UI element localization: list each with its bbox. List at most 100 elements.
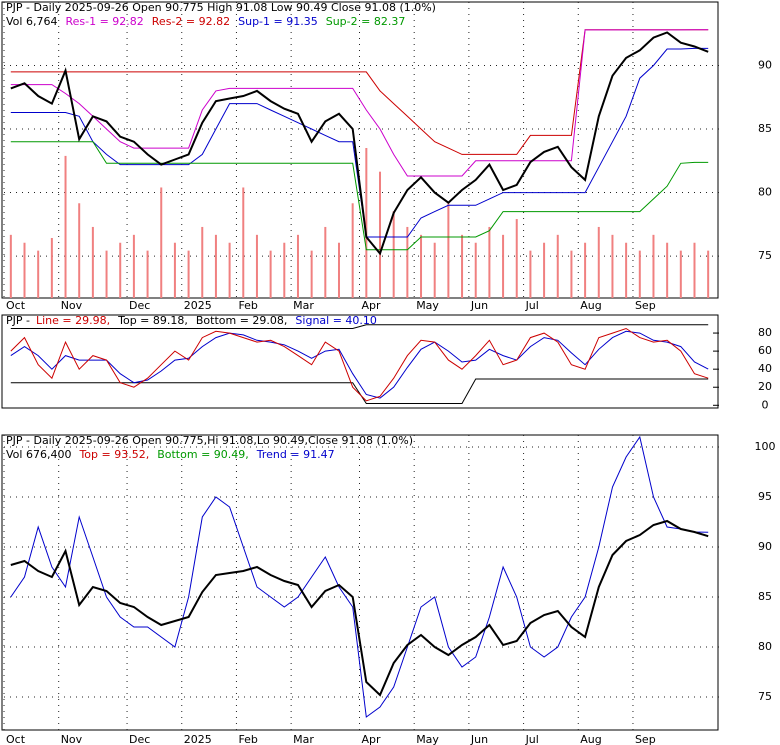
- series-line: [10, 519, 709, 697]
- series-line: [10, 141, 709, 251]
- series-line: [10, 435, 709, 718]
- x-tick-label: Nov: [61, 299, 83, 312]
- legend-entry: Vol 676,400: [6, 448, 71, 461]
- volume-bar: [214, 234, 217, 298]
- volume-bar: [337, 242, 340, 298]
- series-line: [10, 324, 709, 329]
- volume-bar: [228, 242, 231, 298]
- volume-bar: [529, 250, 532, 298]
- y-tick-label: 20: [758, 380, 772, 393]
- x-tick-label: Jul: [525, 733, 539, 745]
- x-tick-label: Dec: [129, 733, 150, 745]
- x-tick-label: Feb: [238, 299, 257, 312]
- x-tick-label: Jul: [525, 299, 539, 312]
- legend-entry: Res-1 = 92.82: [65, 15, 143, 28]
- volume-bar: [406, 226, 409, 298]
- volume-bar: [201, 226, 204, 298]
- y-tick-label: 75: [758, 690, 772, 703]
- legend-entry: Bottom = 29.08,: [196, 314, 288, 327]
- volume-bar: [146, 250, 149, 298]
- volume-bar: [597, 226, 600, 298]
- y-tick-label: 0: [762, 398, 769, 411]
- y-tick-label: 80: [758, 186, 772, 199]
- volume-bar: [515, 219, 518, 298]
- volume-bar: [9, 234, 12, 298]
- panel-title: PJP - Daily 2025-09-26 Open 90.775 High …: [6, 1, 436, 14]
- y-tick-label: 90: [758, 59, 772, 72]
- y-tick-label: 80: [758, 640, 772, 653]
- panel-frame: [1, 434, 719, 731]
- volume-bar: [474, 242, 477, 298]
- volume-bar: [365, 148, 368, 298]
- volume-bar: [556, 234, 559, 298]
- y-tick-label: 95: [758, 490, 772, 503]
- x-tick-label: Nov: [61, 733, 83, 745]
- volume-bar: [269, 250, 272, 298]
- series-line: [10, 378, 709, 404]
- x-tick-label: Jun: [470, 299, 488, 312]
- legend-entry: Line = 29.98,: [36, 314, 110, 327]
- panel-frame: [1, 1, 719, 299]
- x-tick-label: May: [416, 733, 439, 745]
- volume-bar: [296, 234, 299, 298]
- volume-bar: [23, 242, 26, 298]
- volume-bar: [488, 226, 491, 298]
- volume-bar: [160, 187, 163, 298]
- y-tick-label: 85: [758, 122, 772, 135]
- legend-entry: Vol 6,764: [6, 15, 57, 28]
- x-tick-label: Sep: [635, 299, 656, 312]
- series-line: [10, 330, 709, 399]
- y-tick-label: 85: [758, 590, 772, 603]
- x-tick-label: 2025: [184, 733, 212, 745]
- volume-bar: [173, 242, 176, 298]
- volume-bar: [652, 234, 655, 298]
- y-tick-label: 75: [758, 249, 772, 262]
- volume-bar: [78, 203, 81, 298]
- volume-bar: [611, 234, 614, 298]
- volume-bar: [679, 250, 682, 298]
- x-tick-label: Aug: [580, 299, 601, 312]
- x-tick-label: Dec: [129, 299, 150, 312]
- volume-bar: [91, 226, 94, 298]
- y-tick-label: 80: [758, 326, 772, 339]
- volume-bar: [324, 226, 327, 298]
- volume-bar: [433, 242, 436, 298]
- x-tick-label: 2025: [184, 299, 212, 312]
- legend-entry: Trend = 91.47: [256, 448, 335, 461]
- volume-bar: [543, 242, 546, 298]
- y-tick-label: 60: [758, 344, 772, 357]
- legend-entry: Res-2 = 92.82: [152, 15, 230, 28]
- legend-entry: Top = 89.18,: [117, 314, 188, 327]
- x-tick-label: Oct: [6, 733, 26, 745]
- volume-bar: [37, 250, 40, 298]
- x-tick-label: Apr: [362, 299, 382, 312]
- volume-bar: [447, 203, 450, 298]
- panel-title: PJP - Daily 2025-09-26 Open 90.775,Hi 91…: [6, 434, 413, 447]
- volume-bar: [255, 234, 258, 298]
- volume-bar: [461, 234, 464, 298]
- series-line: [10, 29, 709, 177]
- volume-bar: [502, 234, 505, 298]
- volume-bar: [666, 242, 669, 298]
- legend-entry: Sup-1 = 91.35: [238, 15, 318, 28]
- x-tick-label: Mar: [293, 299, 314, 312]
- x-tick-label: Aug: [580, 733, 601, 745]
- series-line: [10, 31, 709, 256]
- volume-bar: [638, 250, 641, 298]
- x-tick-label: Jun: [470, 733, 488, 745]
- x-tick-label: Feb: [238, 733, 257, 745]
- volume-bar: [693, 242, 696, 298]
- volume-bar: [105, 250, 108, 298]
- x-tick-label: May: [416, 299, 439, 312]
- volume-bar: [119, 242, 122, 298]
- legend-entry: Sup-2 = 82.37: [326, 15, 406, 28]
- volume-bar: [392, 211, 395, 298]
- volume-bar: [420, 234, 423, 298]
- volume-bar: [625, 242, 628, 298]
- y-tick-label: 40: [758, 362, 772, 375]
- volume-bar: [50, 238, 53, 298]
- volume-bar: [351, 203, 354, 298]
- x-tick-label: Oct: [6, 299, 26, 312]
- y-tick-label: 100: [755, 440, 776, 453]
